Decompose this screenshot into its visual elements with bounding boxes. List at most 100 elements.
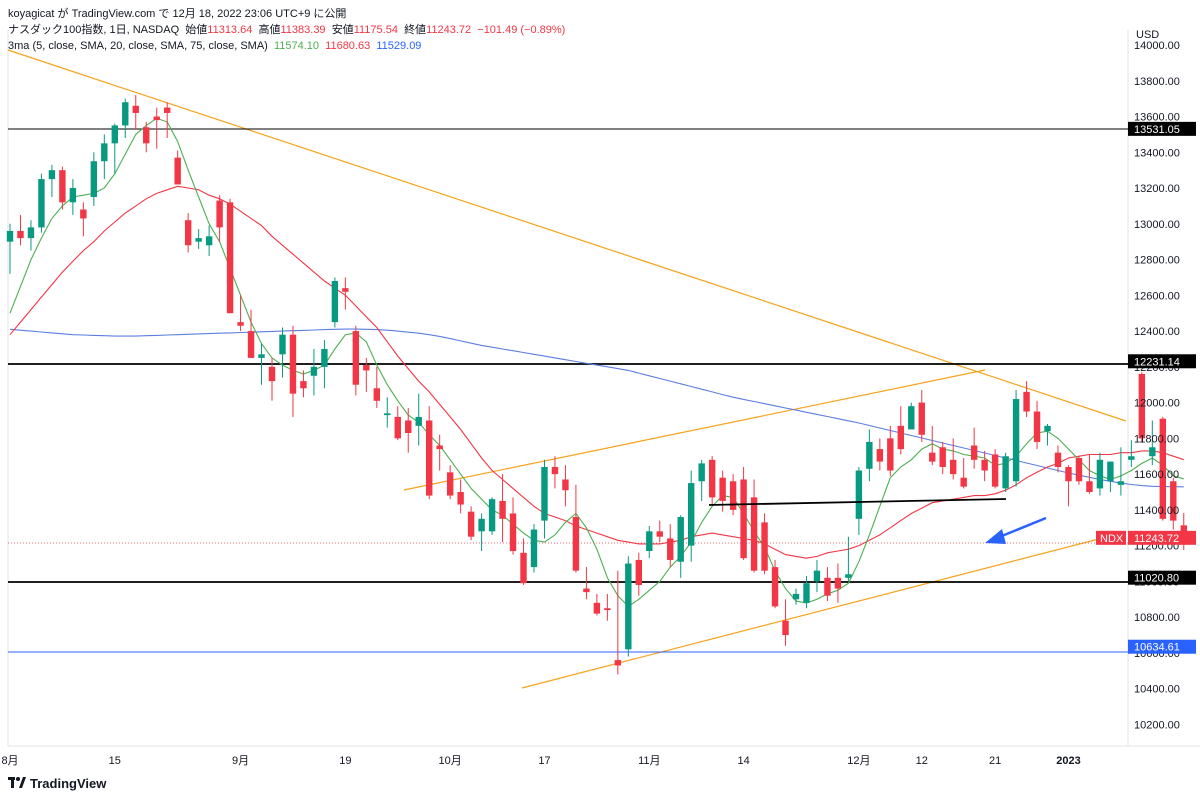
candle-body (562, 479, 569, 491)
candle (226, 198, 234, 314)
candle-body (405, 420, 412, 433)
price-tick-label: 13600.00 (1134, 112, 1180, 124)
candle (394, 406, 401, 441)
time-tick-label: 21 (989, 755, 1001, 767)
candle (656, 520, 663, 543)
price-tick-label: 12800.00 (1134, 255, 1180, 267)
candle (750, 479, 758, 573)
candle-body (981, 459, 988, 471)
ohlc-legend: ナスダック100指数, 1日, NASDAQ 始値11313.64 高値1138… (8, 22, 565, 38)
candle-body (688, 483, 695, 546)
candle (237, 295, 244, 332)
candle-body (247, 331, 255, 358)
candle (1170, 477, 1177, 530)
candle-body (1170, 481, 1177, 521)
candle (1086, 454, 1093, 494)
price-tick-label: 11800.00 (1134, 433, 1179, 445)
candle-body (939, 447, 946, 467)
candle (918, 390, 925, 442)
level-tag-13531-text: 13531.05 (1134, 124, 1180, 136)
candle (80, 202, 87, 237)
candle-body (782, 620, 789, 636)
candle-body (1086, 481, 1093, 492)
open-label: 始値 (185, 24, 208, 36)
candle (38, 173, 45, 233)
candle-body (38, 179, 45, 228)
price-axis: 14000.00 13800.00 13600.00 13400.00 13200.00… (1096, 40, 1196, 731)
price-tick-label: 12400.00 (1134, 326, 1180, 338)
tradingview-logo-icon (8, 777, 26, 792)
candle-body (761, 522, 768, 571)
candle-body (122, 102, 129, 126)
candle-body (803, 583, 810, 603)
candle-body (279, 334, 286, 355)
tradingview-footer: TradingView (8, 776, 106, 792)
candle (164, 102, 171, 138)
candle (289, 325, 297, 417)
level-tag-10634-bg (1128, 639, 1196, 654)
candle (478, 513, 485, 552)
candle (59, 166, 66, 210)
candle-body (1149, 447, 1156, 457)
candle-body (48, 170, 56, 180)
candle-body (331, 281, 339, 323)
candle-body (614, 660, 622, 666)
candle-body (908, 406, 915, 430)
ma-indicator-label[interactable]: 3ma (5, close, SMA, 20, close, SMA, 75, … (8, 40, 268, 52)
candle-body (635, 559, 642, 585)
candle (153, 107, 160, 149)
candle-body (583, 588, 590, 593)
change-value: −101.49 (−0.89%) (477, 24, 566, 36)
candle-body (216, 200, 223, 228)
candle (845, 536, 852, 582)
candle (310, 348, 318, 396)
candle (782, 599, 789, 646)
candle (6, 223, 14, 274)
candle-body (1159, 418, 1166, 519)
price-tick-label: 13400.00 (1134, 147, 1180, 159)
level-tag-10634-text: 10634.61 (1134, 642, 1180, 654)
candle-body (719, 477, 726, 501)
candle (1044, 424, 1051, 446)
candle (562, 465, 569, 507)
last-price-tag-text: 11243.72 (1134, 533, 1179, 545)
candle-body (426, 420, 433, 496)
candle-body (1107, 461, 1114, 482)
price-tick-label: 11400.00 (1134, 505, 1179, 517)
symbol-name[interactable]: ナスダック100指数, 1日, NASDAQ (8, 24, 180, 36)
candle-body (143, 127, 150, 144)
candle-body (604, 608, 611, 611)
candle-body (991, 454, 999, 487)
price-tick-label: 12000.00 (1134, 398, 1180, 410)
candle-body (132, 105, 139, 113)
candle (897, 406, 904, 455)
time-tick-label: 9月 (232, 755, 249, 767)
candle (729, 474, 737, 516)
candle (698, 459, 705, 501)
level-tag-11020-text: 11020.80 (1134, 573, 1179, 585)
candle (771, 559, 779, 609)
candle-body (321, 348, 328, 367)
candle-body (226, 202, 234, 314)
candle-body (80, 209, 87, 219)
candle-body (824, 577, 831, 596)
price-tick-label: 10200.00 (1134, 719, 1180, 731)
candle-body (677, 517, 684, 562)
high-label: 高値 (258, 24, 281, 36)
time-tick-label: 19 (339, 755, 351, 767)
candle (1159, 416, 1166, 521)
candle (667, 524, 674, 568)
ma5-value: 11574.10 (273, 40, 320, 52)
candle-body (750, 497, 758, 571)
candle-body (300, 381, 307, 389)
candle (363, 357, 370, 392)
candle-body (268, 366, 276, 382)
candle-body (625, 563, 632, 650)
time-tick-label: 11月 (638, 755, 660, 767)
candle (457, 479, 464, 514)
time-axis: 8月 15 9月 19 10月 17 11月 14 12月 12 21 2023 (1, 755, 1080, 767)
candle-body (174, 157, 181, 185)
candle (792, 588, 800, 605)
candle (520, 538, 527, 585)
